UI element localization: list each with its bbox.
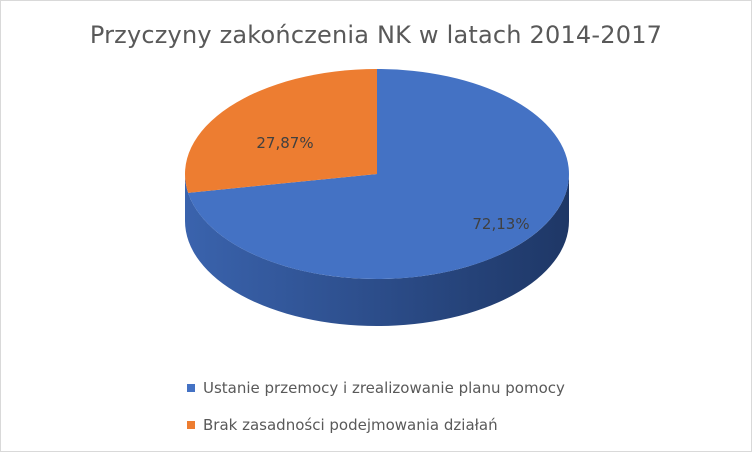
pie-slice-2[interactable]: [185, 69, 377, 193]
legend-swatch: [187, 421, 195, 429]
legend-item[interactable]: Ustanie przemocy i zrealizowanie planu p…: [187, 378, 565, 398]
data-label-1: 72,13%: [472, 215, 529, 233]
pie-side-wall: [185, 174, 569, 326]
legend: Ustanie przemocy i zrealizowanie planu p…: [187, 378, 565, 452]
chart-title: Przyczyny zakończenia NK w latach 2014-2…: [89, 21, 663, 49]
legend-label: Brak zasadności podejmowania działań: [203, 416, 498, 434]
legend-label: Ustanie przemocy i zrealizowanie planu p…: [203, 379, 565, 397]
data-label-2: 27,87%: [256, 134, 313, 152]
legend-item[interactable]: Brak zasadności podejmowania działań: [187, 415, 565, 435]
legend-swatch: [187, 384, 195, 392]
pie-slice-1[interactable]: [188, 69, 569, 279]
